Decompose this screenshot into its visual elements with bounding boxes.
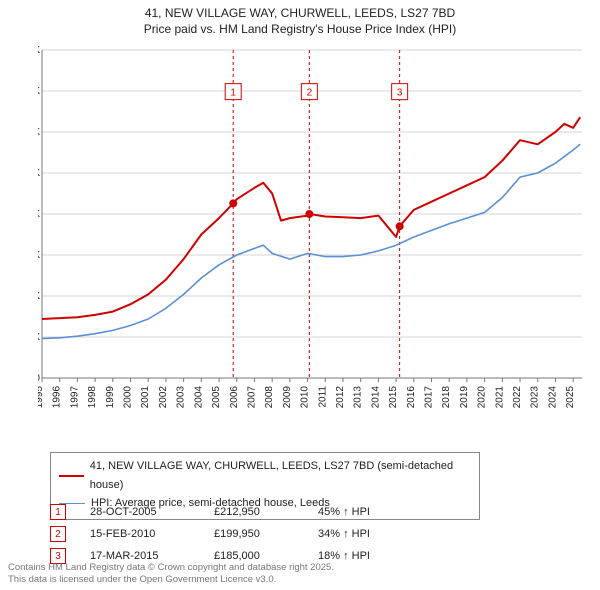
chart-plot-area: £0 £50K £100K £150K £200K £250K £300K £350K £400… bbox=[38, 46, 590, 416]
svg-text:2020: 2020 bbox=[477, 386, 488, 409]
svg-text:2025: 2025 bbox=[565, 386, 576, 409]
svg-text:1996: 1996 bbox=[52, 386, 63, 409]
svg-text:3: 3 bbox=[397, 88, 403, 99]
title-block: 41, NEW VILLAGE WAY, CHURWELL, LEEDS, LS… bbox=[0, 0, 600, 37]
annotation-price-2: £199,950 bbox=[214, 528, 294, 540]
annotation-hpi-3: 18% ↑ HPI bbox=[318, 550, 370, 562]
annotation-row-2: 2 15-FEB-2010 £199,950 34% ↑ HPI bbox=[50, 526, 370, 542]
footer-line-1: Contains HM Land Registry data © Crown c… bbox=[8, 562, 334, 574]
legend-swatch-price-paid bbox=[59, 475, 84, 477]
legend-label-price-paid: 41, NEW VILLAGE WAY, CHURWELL, LEEDS, LS… bbox=[90, 457, 471, 494]
title-line-1: 41, NEW VILLAGE WAY, CHURWELL, LEEDS, LS… bbox=[0, 6, 600, 22]
svg-text:2000: 2000 bbox=[123, 386, 134, 409]
annotation-marker-1: 1 bbox=[50, 504, 66, 520]
svg-text:2016: 2016 bbox=[406, 386, 417, 409]
svg-text:£300K: £300K bbox=[38, 127, 40, 138]
annotation-table: 1 28-OCT-2005 £212,950 45% ↑ HPI 2 15-FE… bbox=[50, 504, 370, 570]
annotation-marker-2: 2 bbox=[50, 526, 66, 542]
svg-text:£150K: £150K bbox=[38, 250, 40, 261]
svg-text:£400K: £400K bbox=[38, 46, 40, 56]
svg-text:1995: 1995 bbox=[38, 386, 45, 409]
svg-text:£50K: £50K bbox=[38, 332, 40, 343]
chart-container: 41, NEW VILLAGE WAY, CHURWELL, LEEDS, LS… bbox=[0, 0, 600, 590]
svg-text:2007: 2007 bbox=[246, 386, 257, 409]
svg-text:1: 1 bbox=[230, 88, 236, 99]
svg-text:2002: 2002 bbox=[158, 386, 169, 409]
svg-text:2012: 2012 bbox=[335, 386, 346, 409]
annotation-date-2: 15-FEB-2010 bbox=[90, 528, 190, 540]
annotation-price-3: £185,000 bbox=[214, 550, 294, 562]
svg-text:2024: 2024 bbox=[547, 386, 558, 409]
svg-text:2013: 2013 bbox=[353, 386, 364, 409]
svg-text:2010: 2010 bbox=[300, 386, 311, 409]
svg-text:1999: 1999 bbox=[105, 386, 116, 409]
svg-text:2005: 2005 bbox=[211, 386, 222, 409]
svg-text:2001: 2001 bbox=[140, 386, 151, 409]
footer-attribution: Contains HM Land Registry data © Crown c… bbox=[8, 562, 334, 586]
svg-text:2017: 2017 bbox=[424, 386, 435, 409]
annotation-price-1: £212,950 bbox=[214, 506, 294, 518]
svg-text:2023: 2023 bbox=[530, 386, 541, 409]
annotation-hpi-1: 45% ↑ HPI bbox=[318, 506, 370, 518]
svg-text:2022: 2022 bbox=[512, 386, 523, 409]
line-chart-svg: £0 £50K £100K £150K £200K £250K £300K £350K £400… bbox=[38, 46, 590, 416]
svg-text:2009: 2009 bbox=[282, 386, 293, 409]
svg-text:£250K: £250K bbox=[38, 168, 40, 179]
svg-text:1998: 1998 bbox=[87, 386, 98, 409]
title-line-2: Price paid vs. HM Land Registry's House … bbox=[0, 22, 600, 38]
annotation-hpi-2: 34% ↑ HPI bbox=[318, 528, 370, 540]
annotation-date-3: 17-MAR-2015 bbox=[90, 550, 190, 562]
svg-text:£100K: £100K bbox=[38, 291, 40, 302]
svg-text:1997: 1997 bbox=[69, 386, 80, 409]
svg-text:2021: 2021 bbox=[494, 386, 505, 409]
svg-text:2011: 2011 bbox=[317, 386, 328, 408]
svg-text:2006: 2006 bbox=[229, 386, 240, 409]
svg-text:2008: 2008 bbox=[264, 386, 275, 409]
legend-item-price-paid: 41, NEW VILLAGE WAY, CHURWELL, LEEDS, LS… bbox=[59, 457, 471, 494]
svg-text:2018: 2018 bbox=[441, 386, 452, 409]
svg-text:2003: 2003 bbox=[176, 386, 187, 409]
svg-text:£0: £0 bbox=[38, 373, 40, 384]
svg-text:2019: 2019 bbox=[459, 386, 470, 409]
svg-text:£350K: £350K bbox=[38, 86, 40, 97]
svg-text:2: 2 bbox=[307, 88, 313, 99]
annotation-date-1: 28-OCT-2005 bbox=[90, 506, 190, 518]
annotation-row-1: 1 28-OCT-2005 £212,950 45% ↑ HPI bbox=[50, 504, 370, 520]
svg-text:£200K: £200K bbox=[38, 209, 40, 220]
footer-line-2: This data is licensed under the Open Gov… bbox=[8, 574, 334, 586]
svg-text:2014: 2014 bbox=[370, 386, 381, 409]
svg-text:2015: 2015 bbox=[388, 386, 399, 409]
svg-text:2004: 2004 bbox=[193, 386, 204, 409]
